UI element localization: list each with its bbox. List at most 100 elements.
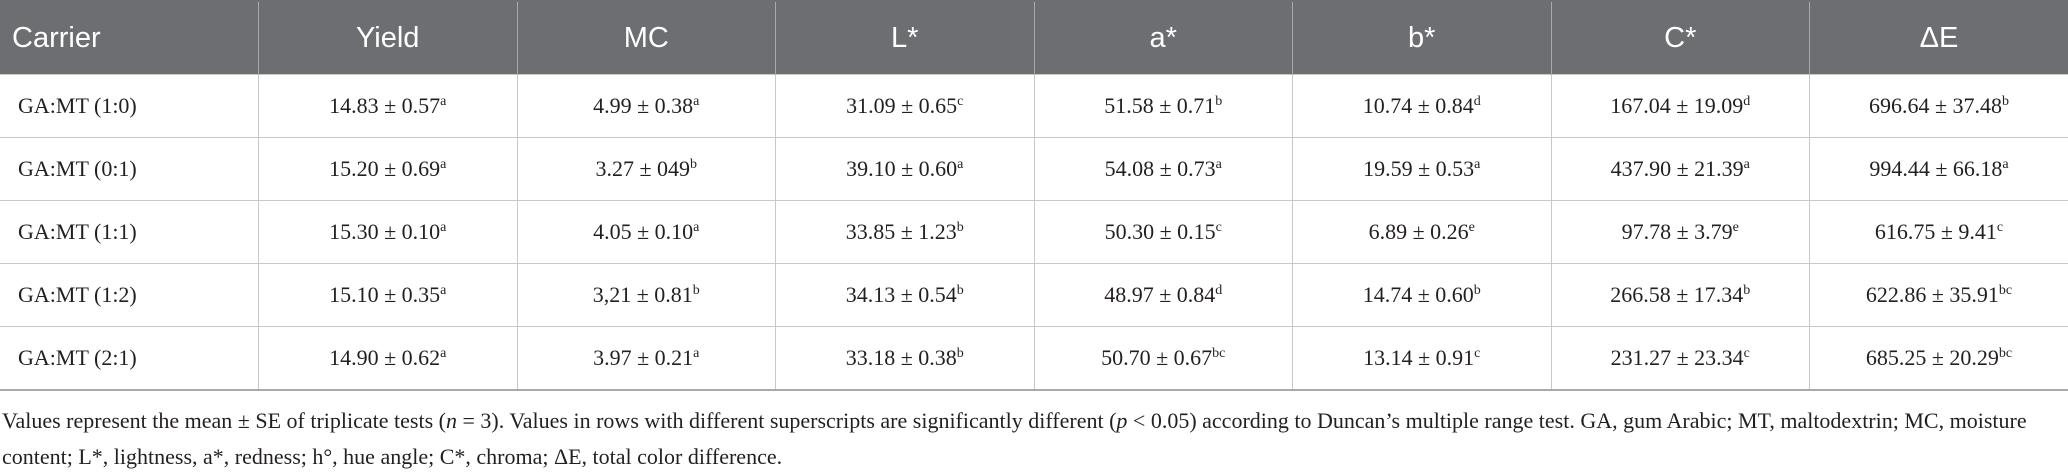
cell-superscript: a bbox=[957, 157, 963, 172]
value-cell: 34.13 ± 0.54b bbox=[776, 264, 1035, 327]
cell-value: 54.08 ± 0.73 bbox=[1105, 156, 1216, 181]
cell-value: 51.58 ± 0.71 bbox=[1104, 93, 1215, 118]
cell-value: 13.14 ± 0.91 bbox=[1363, 345, 1474, 370]
cell-superscript: c bbox=[1216, 220, 1222, 235]
cell-superscript: a bbox=[440, 220, 446, 235]
cell-superscript: d bbox=[1743, 94, 1750, 109]
cell-value: 10.74 ± 0.84 bbox=[1363, 93, 1474, 118]
cell-superscript: a bbox=[1216, 157, 1222, 172]
cell-value: 14.83 ± 0.57 bbox=[329, 93, 440, 118]
cell-value: 48.97 ± 0.84 bbox=[1104, 282, 1215, 307]
value-cell: 6.89 ± 0.26e bbox=[1293, 201, 1552, 264]
cell-superscript: a bbox=[1744, 157, 1750, 172]
carrier-cell: GA:MT (2:1) bbox=[0, 327, 259, 391]
value-cell: 31.09 ± 0.65c bbox=[776, 75, 1035, 138]
cell-value: 3.97 ± 0.21 bbox=[593, 345, 693, 370]
cell-superscript: a bbox=[693, 94, 699, 109]
cell-value: 685.25 ± 20.29 bbox=[1866, 345, 1999, 370]
cell-superscript: a bbox=[693, 346, 699, 361]
value-cell: 10.74 ± 0.84d bbox=[1293, 75, 1552, 138]
cell-value: 6.89 ± 0.26 bbox=[1369, 219, 1469, 244]
value-cell: 685.25 ± 20.29bc bbox=[1810, 327, 2068, 391]
footnote-text: = 3). Values in rows with different supe… bbox=[457, 408, 1116, 433]
value-cell: 14.74 ± 0.60b bbox=[1293, 264, 1552, 327]
value-cell: 616.75 ± 9.41c bbox=[1810, 201, 2068, 264]
cell-value: 14.74 ± 0.60 bbox=[1363, 282, 1474, 307]
cell-value: 616.75 ± 9.41 bbox=[1875, 219, 1997, 244]
value-cell: 50.30 ± 0.15c bbox=[1034, 201, 1293, 264]
cell-value: 50.30 ± 0.15 bbox=[1105, 219, 1216, 244]
carrier-cell: GA:MT (1:0) bbox=[0, 75, 259, 138]
value-cell: 266.58 ± 17.34b bbox=[1551, 264, 1810, 327]
value-cell: 15.20 ± 0.69a bbox=[259, 138, 518, 201]
value-cell: 231.27 ± 23.34c bbox=[1551, 327, 1810, 391]
cell-superscript: b bbox=[2002, 94, 2009, 109]
cell-value: 622.86 ± 35.91 bbox=[1866, 282, 1999, 307]
cell-value: 15.30 ± 0.10 bbox=[329, 219, 440, 244]
column-header: Carrier bbox=[0, 1, 259, 75]
cell-value: 15.20 ± 0.69 bbox=[329, 156, 440, 181]
carrier-cell: GA:MT (0:1) bbox=[0, 138, 259, 201]
cell-superscript: b bbox=[693, 283, 700, 298]
cell-superscript: c bbox=[957, 94, 963, 109]
value-cell: 3,21 ± 0.81b bbox=[517, 264, 776, 327]
cell-superscript: e bbox=[1733, 220, 1739, 235]
footnote-text: p bbox=[1116, 408, 1127, 433]
cell-superscript: b bbox=[957, 346, 964, 361]
value-cell: 3.27 ± 049b bbox=[517, 138, 776, 201]
cell-superscript: b bbox=[957, 283, 964, 298]
cell-value: 33.85 ± 1.23 bbox=[846, 219, 957, 244]
cell-value: 4.05 ± 0.10 bbox=[593, 219, 693, 244]
column-header: a* bbox=[1034, 1, 1293, 75]
cell-superscript: a bbox=[440, 346, 446, 361]
value-cell: 50.70 ± 0.67bc bbox=[1034, 327, 1293, 391]
cell-value: 19.59 ± 0.53 bbox=[1363, 156, 1474, 181]
value-cell: 33.85 ± 1.23b bbox=[776, 201, 1035, 264]
value-cell: 696.64 ± 37.48b bbox=[1810, 75, 2068, 138]
cell-superscript: a bbox=[2002, 157, 2008, 172]
footnote: Values represent the mean ± SE of tripli… bbox=[0, 391, 2068, 475]
value-cell: 4.99 ± 0.38a bbox=[517, 75, 776, 138]
cell-value: 14.90 ± 0.62 bbox=[329, 345, 440, 370]
cell-superscript: b bbox=[690, 157, 697, 172]
cell-superscript: b bbox=[1215, 94, 1222, 109]
value-cell: 15.10 ± 0.35a bbox=[259, 264, 518, 327]
value-cell: 54.08 ± 0.73a bbox=[1034, 138, 1293, 201]
value-cell: 4.05 ± 0.10a bbox=[517, 201, 776, 264]
cell-value: 33.18 ± 0.38 bbox=[846, 345, 957, 370]
cell-superscript: a bbox=[440, 94, 446, 109]
cell-value: 3.27 ± 049 bbox=[595, 156, 690, 181]
cell-superscript: d bbox=[1474, 94, 1481, 109]
cell-value: 34.13 ± 0.54 bbox=[846, 282, 957, 307]
cell-superscript: e bbox=[1469, 220, 1475, 235]
column-header: ΔE bbox=[1810, 1, 2068, 75]
cell-value: 167.04 ± 19.09 bbox=[1610, 93, 1743, 118]
value-cell: 994.44 ± 66.18a bbox=[1810, 138, 2068, 201]
value-cell: 19.59 ± 0.53a bbox=[1293, 138, 1552, 201]
cell-superscript: b bbox=[1743, 283, 1750, 298]
cell-superscript: b bbox=[957, 220, 964, 235]
cell-value: 696.64 ± 37.48 bbox=[1869, 93, 2002, 118]
value-cell: 48.97 ± 0.84d bbox=[1034, 264, 1293, 327]
cell-value: 15.10 ± 0.35 bbox=[329, 282, 440, 307]
cell-value: 39.10 ± 0.60 bbox=[846, 156, 957, 181]
column-header: L* bbox=[776, 1, 1035, 75]
cell-superscript: c bbox=[1744, 346, 1750, 361]
cell-superscript: c bbox=[1474, 346, 1480, 361]
cell-superscript: bc bbox=[1212, 346, 1225, 361]
cell-superscript: bc bbox=[1999, 283, 2012, 298]
value-cell: 3.97 ± 0.21a bbox=[517, 327, 776, 391]
value-cell: 51.58 ± 0.71b bbox=[1034, 75, 1293, 138]
cell-superscript: c bbox=[1997, 220, 2003, 235]
cell-superscript: a bbox=[440, 157, 446, 172]
column-header: b* bbox=[1293, 1, 1552, 75]
value-cell: 97.78 ± 3.79e bbox=[1551, 201, 1810, 264]
cell-superscript: a bbox=[693, 220, 699, 235]
